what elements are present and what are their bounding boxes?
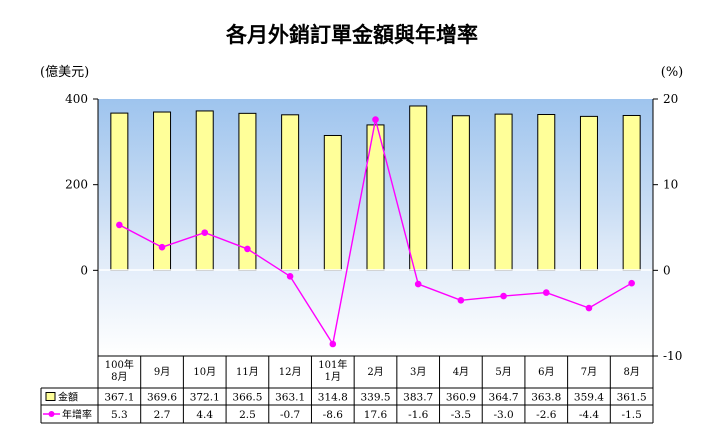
- growth-point: [116, 221, 123, 229]
- table-cell-growth: -4.4: [579, 409, 600, 421]
- right-tick-label: 20: [663, 92, 678, 106]
- growth-point: [244, 245, 251, 253]
- table-cell-value: 372.1: [190, 392, 220, 404]
- table-cell-value: 339.5: [360, 392, 390, 404]
- right-tick-label: 0: [663, 263, 671, 277]
- legend-marker: [48, 411, 55, 417]
- growth-point: [372, 116, 379, 123]
- right-tick-label: -10: [663, 349, 682, 363]
- table-cell-value: 367.1: [104, 392, 134, 404]
- growth-point: [414, 280, 422, 288]
- category-label: 101年: [318, 358, 347, 371]
- bar: [579, 115, 598, 271]
- legend-label: 金額: [58, 391, 78, 404]
- table-cell-growth: 17.6: [364, 409, 388, 421]
- chart-title: 各月外銷訂單金額與年增率: [225, 23, 478, 47]
- category-label: 1月: [325, 371, 341, 383]
- bar: [409, 105, 428, 271]
- table-cell-growth: -8.6: [323, 409, 344, 421]
- table-cell-value: 314.8: [318, 392, 348, 404]
- table-cell-growth: -2.6: [536, 409, 557, 421]
- growth-point: [628, 279, 635, 287]
- table-cell-value: 361.5: [617, 392, 647, 404]
- table-cell-value: 359.4: [574, 392, 604, 404]
- growth-point: [585, 304, 593, 312]
- table-cell-growth: 4.4: [196, 409, 213, 421]
- category-label: 10月: [193, 366, 216, 378]
- growth-point: [286, 273, 294, 280]
- table-cell-growth: 5.3: [111, 409, 128, 421]
- category-label: 8月: [623, 366, 639, 378]
- growth-point: [500, 292, 507, 300]
- bar: [281, 114, 300, 271]
- table-cell-value: 383.7: [403, 392, 433, 404]
- table-cell-growth: 2.5: [239, 409, 256, 421]
- category-label: 100年: [105, 358, 134, 371]
- growth-point: [158, 243, 166, 251]
- growth-point: [542, 289, 550, 296]
- category-label: 5月: [495, 366, 511, 378]
- table-cell-value: 369.6: [147, 392, 177, 404]
- category-label: 11月: [236, 366, 259, 378]
- left-axis-unit: (億美元): [40, 64, 89, 80]
- category-label: 7月: [581, 366, 597, 378]
- bar: [622, 114, 641, 271]
- legend-label: 年增率: [62, 408, 92, 421]
- bar: [494, 113, 513, 271]
- left-tick-label: 0: [80, 263, 88, 277]
- left-tick-label: 200: [65, 178, 88, 192]
- bar: [195, 110, 214, 271]
- right-tick-label: 10: [663, 178, 678, 192]
- table-cell-growth: -3.5: [451, 409, 471, 421]
- bar: [366, 124, 385, 271]
- category-label: 3月: [410, 366, 426, 378]
- table-cell-growth: -3.0: [493, 409, 513, 421]
- category-label: 8月: [111, 371, 127, 383]
- growth-point: [201, 229, 209, 236]
- table-cell-value: 364.7: [489, 392, 519, 404]
- table-cell-value: 360.9: [446, 392, 476, 404]
- legend-swatch-bar: [45, 392, 56, 401]
- table-cell-value: 363.1: [275, 392, 305, 404]
- bar: [537, 114, 556, 271]
- table-cell-value: 363.8: [531, 392, 561, 404]
- table-cell-value: 366.5: [232, 392, 262, 404]
- growth-point: [457, 297, 465, 304]
- category-label: 4月: [453, 366, 469, 378]
- category-label: 2月: [367, 366, 383, 378]
- category-label: 12月: [279, 366, 302, 378]
- bar: [110, 112, 129, 271]
- growth-point: [329, 340, 337, 348]
- table-cell-growth: -1.6: [408, 409, 429, 421]
- category-label: 6月: [538, 366, 554, 378]
- table-cell-growth: -0.7: [280, 409, 300, 421]
- table-cell-growth: -1.5: [622, 409, 642, 421]
- table-cell-growth: 2.7: [154, 409, 171, 421]
- bar: [451, 115, 470, 271]
- right-axis-unit: (%): [661, 65, 684, 80]
- left-tick-label: 400: [65, 92, 88, 106]
- bar: [323, 134, 342, 271]
- category-label: 9月: [154, 366, 170, 378]
